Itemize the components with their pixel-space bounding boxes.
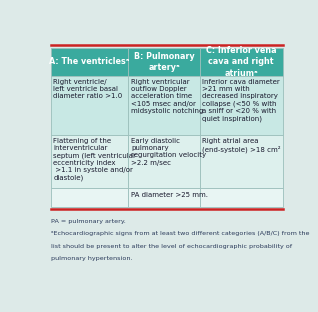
Bar: [200, 76, 282, 134]
Bar: [200, 134, 282, 188]
Text: PA = pulmonary artery.: PA = pulmonary artery.: [51, 219, 126, 224]
Bar: [51, 48, 128, 76]
Bar: [200, 188, 282, 207]
Bar: [51, 76, 128, 134]
Bar: [128, 76, 200, 134]
Bar: [128, 48, 200, 76]
Text: Early diastolic
pulmonary
regurgitation velocity
>2.2 m/sec: Early diastolic pulmonary regurgitation …: [131, 138, 206, 166]
Text: pulmonary hypertension.: pulmonary hypertension.: [51, 256, 132, 261]
Text: Right atrial area
(end-systole) >18 cm²: Right atrial area (end-systole) >18 cm²: [202, 138, 281, 153]
Bar: [128, 134, 200, 188]
Text: Inferior cava diameter
>21 mm with
decreased inspiratory
collapse (<50 % with
a : Inferior cava diameter >21 mm with decre…: [202, 79, 280, 122]
Bar: [128, 188, 200, 207]
Text: C: Inferior vena
cava and right
atriumᵃ: C: Inferior vena cava and right atriumᵃ: [206, 46, 277, 77]
Text: Flattening of the
interventricular
septum (left ventricular
eccentricity index
 : Flattening of the interventricular septu…: [53, 138, 136, 181]
Text: Right ventricular
outflow Doppler
acceleration time
<105 msec and/or
midsystolic: Right ventricular outflow Doppler accele…: [131, 79, 203, 114]
Text: PA diameter >25 mm.: PA diameter >25 mm.: [131, 192, 208, 198]
Bar: [51, 188, 128, 207]
Bar: [200, 48, 282, 76]
Text: A: The ventriclesᵃ: A: The ventriclesᵃ: [50, 57, 130, 66]
Bar: [51, 134, 128, 188]
Text: B: Pulmonary
arteryᵃ: B: Pulmonary arteryᵃ: [134, 52, 195, 72]
Text: list should be present to alter the level of echocardiographic probability of: list should be present to alter the leve…: [51, 244, 292, 249]
Text: ᵃEchocardiographic signs from at least two different categories (A/B/C) from the: ᵃEchocardiographic signs from at least t…: [51, 231, 309, 236]
Text: Right ventricle/
left ventricle basal
diameter ratio >1.0: Right ventricle/ left ventricle basal di…: [53, 79, 122, 100]
